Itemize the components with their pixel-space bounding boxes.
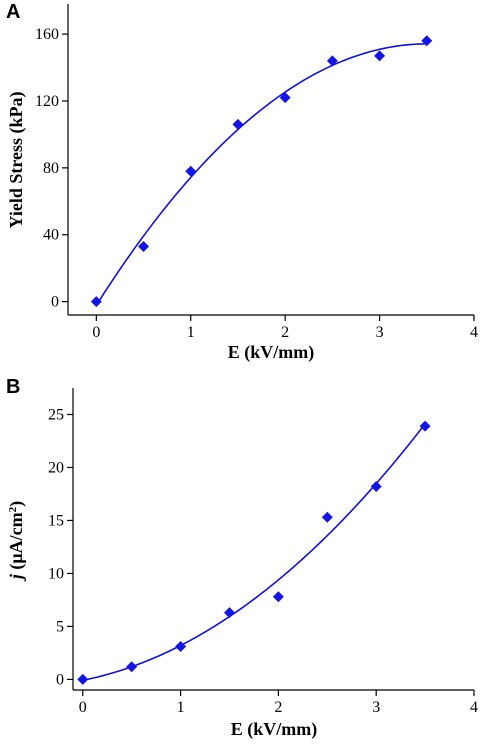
markers-a (90, 35, 433, 308)
x-ticks-a: 0 1 2 3 4 (92, 315, 478, 341)
x-ticks-b: 0 1 2 3 4 (79, 690, 478, 716)
y-tick-label: 120 (35, 93, 59, 110)
panel-label-b: B (6, 376, 20, 398)
fit-curve-b (82, 423, 426, 682)
data-point-marker (370, 481, 382, 493)
data-point-marker (232, 118, 244, 130)
axes-a (67, 4, 474, 316)
y-axis-title-b-italic: j (6, 573, 26, 582)
data-point-marker (326, 55, 338, 67)
y-ticks-b: 0 5 10 15 20 25 (48, 406, 73, 688)
x-axis-title-b: E (kV/mm) (231, 719, 318, 740)
y-axis-title-a: Yield Stress (kPa) (6, 91, 27, 228)
y-tick-label: 40 (43, 227, 59, 244)
y-tick-label: 20 (48, 459, 64, 476)
data-point-marker (126, 661, 138, 673)
y-ticks-a: 0 40 80 120 160 (35, 26, 68, 311)
x-tick-label: 3 (376, 324, 384, 341)
y-tick-label: 25 (48, 406, 64, 423)
y-axis-title-b-close: ) (6, 501, 27, 507)
x-tick-label: 3 (372, 699, 380, 716)
y-tick-label: 0 (56, 671, 64, 688)
panel-label-a: A (6, 1, 20, 23)
x-tick-label: 1 (187, 324, 195, 341)
y-tick-label: 5 (56, 618, 64, 635)
data-point-marker (223, 607, 235, 619)
y-tick-label: 80 (43, 160, 59, 177)
markers-b (77, 420, 431, 685)
x-tick-label: 0 (92, 324, 100, 341)
x-tick-label: 2 (281, 324, 289, 341)
data-point-marker (272, 591, 284, 603)
x-tick-label: 0 (79, 699, 87, 716)
x-tick-label: 2 (274, 699, 282, 716)
data-point-marker (90, 296, 102, 308)
data-point-marker (419, 420, 431, 432)
y-tick-label: 160 (35, 26, 59, 43)
data-point-marker (77, 673, 89, 685)
data-point-marker (185, 165, 197, 177)
data-point-marker (374, 50, 386, 62)
x-tick-label: 4 (470, 699, 478, 716)
data-point-marker (138, 240, 150, 252)
x-tick-label: 1 (177, 699, 185, 716)
y-tick-label: 10 (48, 565, 64, 582)
data-point-marker (421, 35, 433, 47)
chart-panel-a: A 0 1 2 3 4 0 40 80 120 160 E (kV/mm) Yield Stre… (6, 1, 478, 363)
data-point-marker (279, 92, 291, 104)
data-point-marker (321, 511, 333, 523)
y-axis-title-b-sup: 2 (7, 506, 19, 512)
axes-b (72, 388, 474, 691)
data-point-marker (175, 641, 187, 653)
x-tick-label: 4 (470, 324, 478, 341)
y-axis-title-b: j (μA/cm2) (6, 501, 27, 582)
fit-curve-a (95, 43, 427, 306)
y-tick-label: 15 (48, 512, 64, 529)
y-tick-label: 0 (51, 294, 59, 311)
y-axis-title-b-main: (μA/cm (6, 512, 27, 574)
x-axis-title-a: E (kV/mm) (228, 342, 315, 363)
